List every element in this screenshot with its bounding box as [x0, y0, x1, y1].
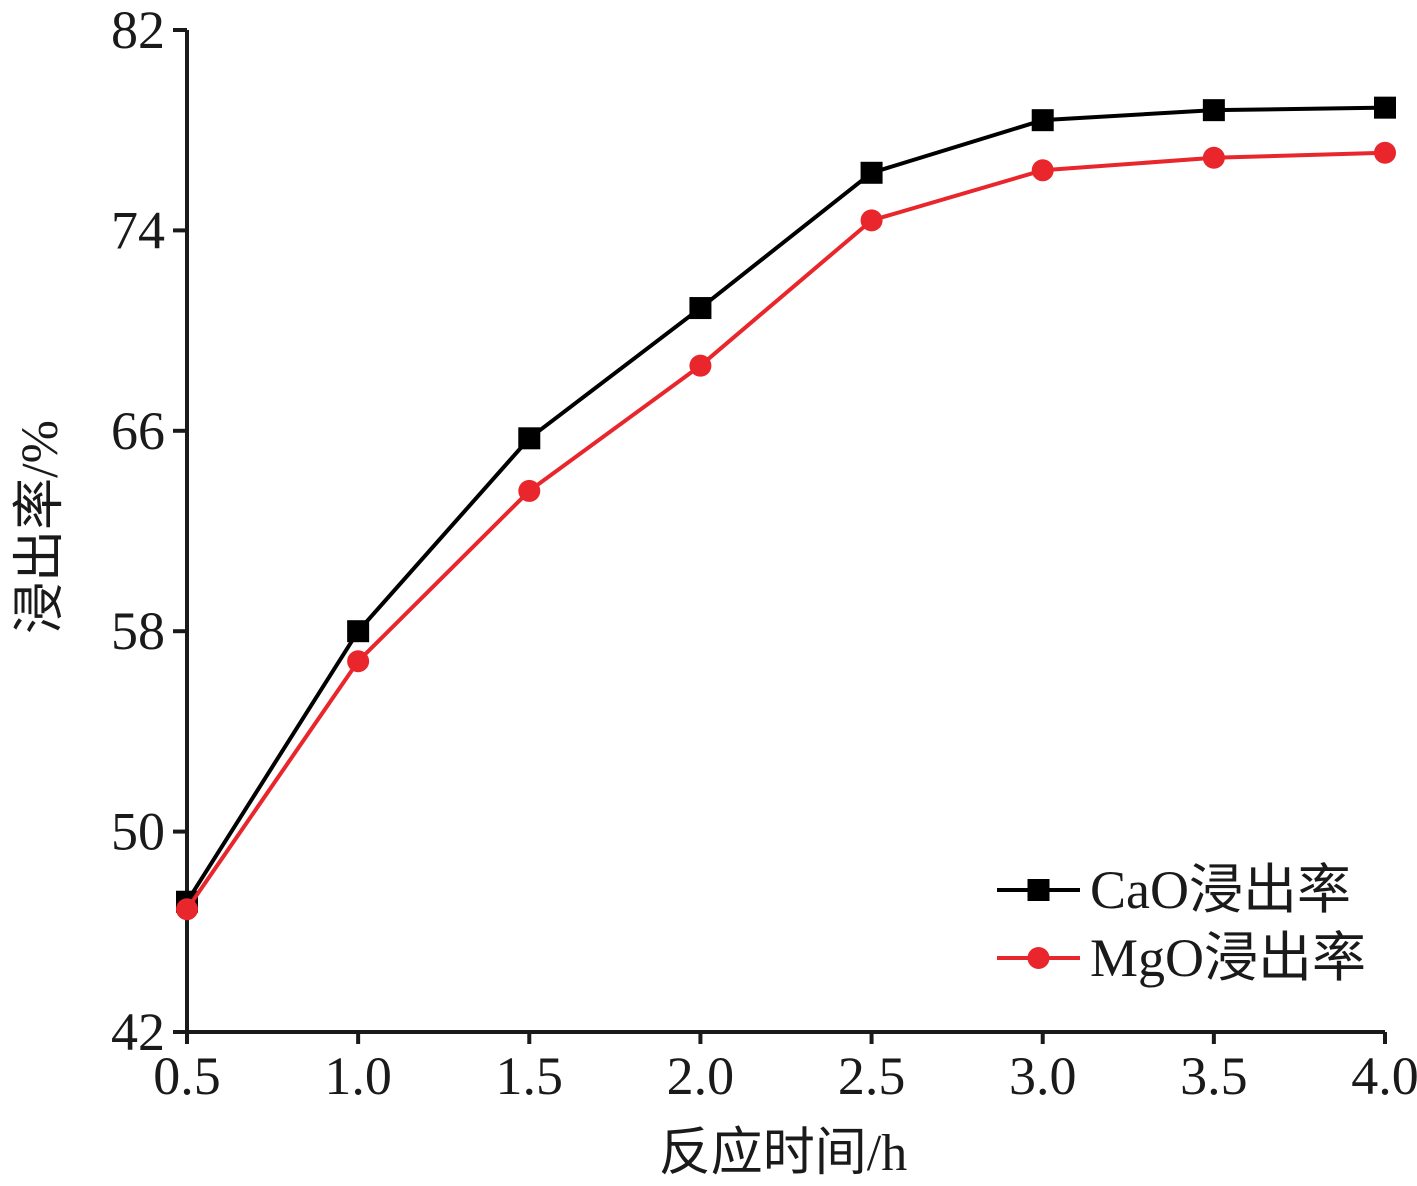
data-point: [689, 297, 712, 320]
data-point: [176, 898, 198, 921]
data-point: [1202, 99, 1225, 122]
legend-marker: [1027, 947, 1050, 969]
y-tick-label: 74: [111, 200, 165, 260]
x-tick-label: 3.0: [1009, 1046, 1077, 1106]
x-tick-label: 2.5: [838, 1046, 906, 1106]
x-tick-label: 1.5: [496, 1046, 564, 1106]
x-tick-label: 0.5: [153, 1046, 221, 1106]
y-tick-label: 50: [111, 802, 165, 862]
data-point: [1031, 109, 1054, 132]
series-layer: [176, 96, 1396, 921]
x-tick-label: 2.0: [667, 1046, 735, 1106]
data-point: [860, 209, 883, 232]
y-tick-label: 82: [111, 0, 165, 60]
data-point: [860, 161, 883, 184]
data-point: [1202, 146, 1225, 169]
y-tick-label: 66: [111, 401, 165, 461]
legend-label: CaO浸出率: [1090, 860, 1351, 920]
series-line: [185, 105, 1386, 903]
data-point: [1374, 141, 1396, 164]
y-tick-label: 42: [111, 1002, 165, 1062]
legend-item-1: CaO浸出率: [997, 860, 1351, 920]
x-tick-label: 1.0: [324, 1046, 392, 1106]
legend-marker: [1027, 879, 1050, 901]
data-point: [689, 354, 712, 377]
x-axis-title: 反应时间/h: [659, 1125, 907, 1181]
data-point: [1374, 96, 1396, 119]
data-point: [347, 650, 370, 673]
data-point: [1031, 159, 1054, 182]
series-2: [176, 141, 1396, 921]
series-line: [185, 150, 1386, 911]
x-tick-label: 3.5: [1180, 1046, 1248, 1106]
data-point: [518, 479, 541, 502]
data-point: [518, 427, 541, 450]
legend-item-2: MgO浸出率: [997, 928, 1366, 988]
series-1: [176, 96, 1396, 913]
legend-label: MgO浸出率: [1090, 928, 1366, 988]
y-axis-title: 浸出率/%: [12, 420, 69, 634]
legend: CaO浸出率 MgO浸出率: [997, 860, 1366, 988]
y-tick-label: 58: [111, 601, 165, 661]
data-point: [347, 620, 370, 643]
axes: 42 50 58 66 74 82 0.5 1.0 1.5 2.0 2.5 3.0 3.5 4.0: [111, 0, 1417, 1106]
x-tick-label: 4.0: [1351, 1046, 1417, 1106]
